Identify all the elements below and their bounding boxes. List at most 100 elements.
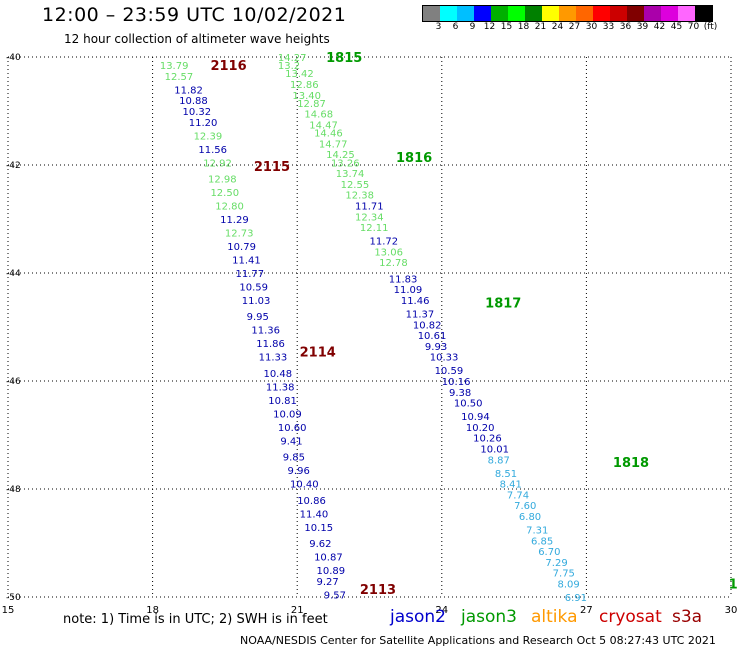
color-swatch	[457, 6, 474, 21]
wave-height-value: 11.83	[389, 274, 418, 285]
wave-height-value: 11.82	[174, 85, 203, 96]
wave-height-value: 10.87	[314, 553, 343, 564]
wave-height-value: 14.46	[314, 129, 343, 140]
wave-height-value: 11.09	[394, 285, 423, 296]
x-tick-label: 21	[291, 605, 304, 616]
y-tick-label: -44	[6, 269, 21, 279]
wave-height-value: 12.87	[297, 99, 326, 110]
wave-height-value: 11.40	[300, 509, 329, 520]
color-scale-label: 27	[568, 22, 581, 32]
wave-height-value: 12.98	[208, 175, 237, 186]
wave-height-value: 10.48	[263, 369, 292, 380]
chart-subtitle: 12 hour collection of altimeter wave hei…	[64, 32, 330, 46]
wave-height-value: 12.38	[345, 191, 374, 202]
wave-height-value: 8.41	[500, 480, 522, 491]
track-label: 2116	[210, 59, 246, 74]
wave-height-value: 9.38	[449, 388, 471, 399]
wave-height-value: 11.56	[198, 145, 227, 156]
wave-height-value: 6.80	[519, 512, 541, 523]
color-swatch	[542, 6, 559, 21]
wave-height-value: 10.61	[418, 331, 447, 342]
color-swatch	[593, 6, 610, 21]
color-scale-label: 21	[534, 22, 547, 32]
satellite-legend-jason2: jason2	[390, 607, 446, 627]
wave-height-value: 10.50	[454, 399, 483, 410]
wave-height-value: 14.27	[278, 53, 307, 64]
color-swatch	[423, 6, 440, 21]
wave-height-value: 12.80	[215, 202, 244, 213]
color-scale-label: 9	[469, 22, 476, 32]
x-tick-label: 27	[580, 605, 593, 616]
wave-height-value: 10.94	[461, 412, 490, 423]
wave-height-value: 12.92	[203, 158, 232, 169]
wave-height-value: 11.33	[259, 353, 288, 364]
wave-height-value: 13.06	[374, 247, 403, 258]
wave-height-value: 14.47	[309, 121, 338, 132]
wave-height-value: 6.91	[565, 593, 587, 604]
wave-height-value: 11.72	[370, 237, 399, 248]
color-scale-label: 39	[636, 22, 649, 32]
color-swatch	[610, 6, 627, 21]
color-scale-label: 42	[653, 22, 666, 32]
wave-height-value: 12.86	[290, 80, 319, 91]
wave-height-value: 11.46	[401, 296, 430, 307]
wave-height-value: 7.74	[507, 490, 529, 501]
satellite-legend-s3a: s3a	[672, 607, 703, 627]
wave-height-value: 10.09	[273, 409, 302, 420]
x-tick-label: 18	[146, 605, 159, 616]
color-scale-label: 24	[551, 22, 564, 32]
color-scale-label: 70	[687, 22, 700, 32]
wave-height-value: 10.86	[297, 496, 326, 507]
color-swatch	[576, 6, 593, 21]
wave-height-value: 11.37	[406, 310, 435, 321]
wave-height-value: 11.36	[251, 326, 280, 337]
color-scale-bar	[422, 5, 713, 22]
wave-height-value: 8.09	[557, 580, 579, 591]
wave-height-value: 13.26	[331, 158, 360, 169]
wave-height-value: 10.79	[227, 242, 256, 253]
wave-height-value: 9.95	[247, 312, 269, 323]
wave-height-value: 11.71	[355, 202, 384, 213]
wave-height-value: 11.86	[256, 339, 285, 350]
wave-height-value: 10.59	[239, 283, 268, 294]
wave-height-value: 6.70	[538, 547, 560, 558]
wave-height-value: 10.59	[435, 366, 464, 377]
wave-height-value: 10.60	[278, 423, 307, 434]
wave-height-value: 14.25	[326, 150, 355, 161]
wave-height-value: 10.15	[304, 523, 333, 534]
color-scale-label: 33	[602, 22, 615, 32]
color-scale-label: 12	[483, 22, 496, 32]
wave-height-value: 10.33	[430, 353, 459, 364]
wave-height-value: 6.85	[531, 536, 553, 547]
x-tick-label: 15	[2, 605, 15, 616]
wave-height-value: 10.01	[480, 445, 509, 456]
color-scale-label: 6	[452, 22, 459, 32]
wave-height-value: 10.81	[268, 396, 297, 407]
color-scale-label: 36	[619, 22, 632, 32]
wave-height-value: 10.26	[473, 434, 502, 445]
footnote: note: 1) Time is in UTC; 2) SWH is in fe…	[63, 612, 328, 627]
color-scale-label: 15	[500, 22, 513, 32]
wave-height-value: 7.75	[553, 569, 575, 580]
wave-height-value: 11.41	[232, 256, 261, 267]
wave-height-value: 11.77	[236, 269, 265, 280]
y-tick-label: -50	[6, 593, 21, 603]
credit-footer: NOAA/NESDIS Center for Satellite Applica…	[240, 634, 716, 647]
wave-height-value: 12.57	[165, 72, 194, 83]
wave-height-value: 10.82	[413, 320, 442, 331]
track-label: 2114	[300, 345, 336, 360]
wave-height-value: 11.38	[266, 382, 295, 393]
x-tick-label: 30	[725, 605, 738, 616]
y-tick-label: -46	[6, 377, 21, 387]
y-tick-label: -42	[6, 161, 21, 171]
wave-height-value: 7.31	[526, 526, 548, 537]
track-label: 1816	[396, 151, 432, 166]
track-label: 1815	[326, 51, 362, 66]
track-label: 1817	[485, 297, 521, 312]
wave-height-value: 11.29	[220, 215, 249, 226]
chart-title: 12:00 – 23:59 UTC 10/02/2021	[42, 4, 347, 26]
wave-height-value: 12.73	[225, 229, 254, 240]
wave-height-value: 8.87	[488, 455, 510, 466]
wave-height-value: 8.51	[495, 469, 517, 480]
wave-height-value: 10.40	[290, 480, 319, 491]
